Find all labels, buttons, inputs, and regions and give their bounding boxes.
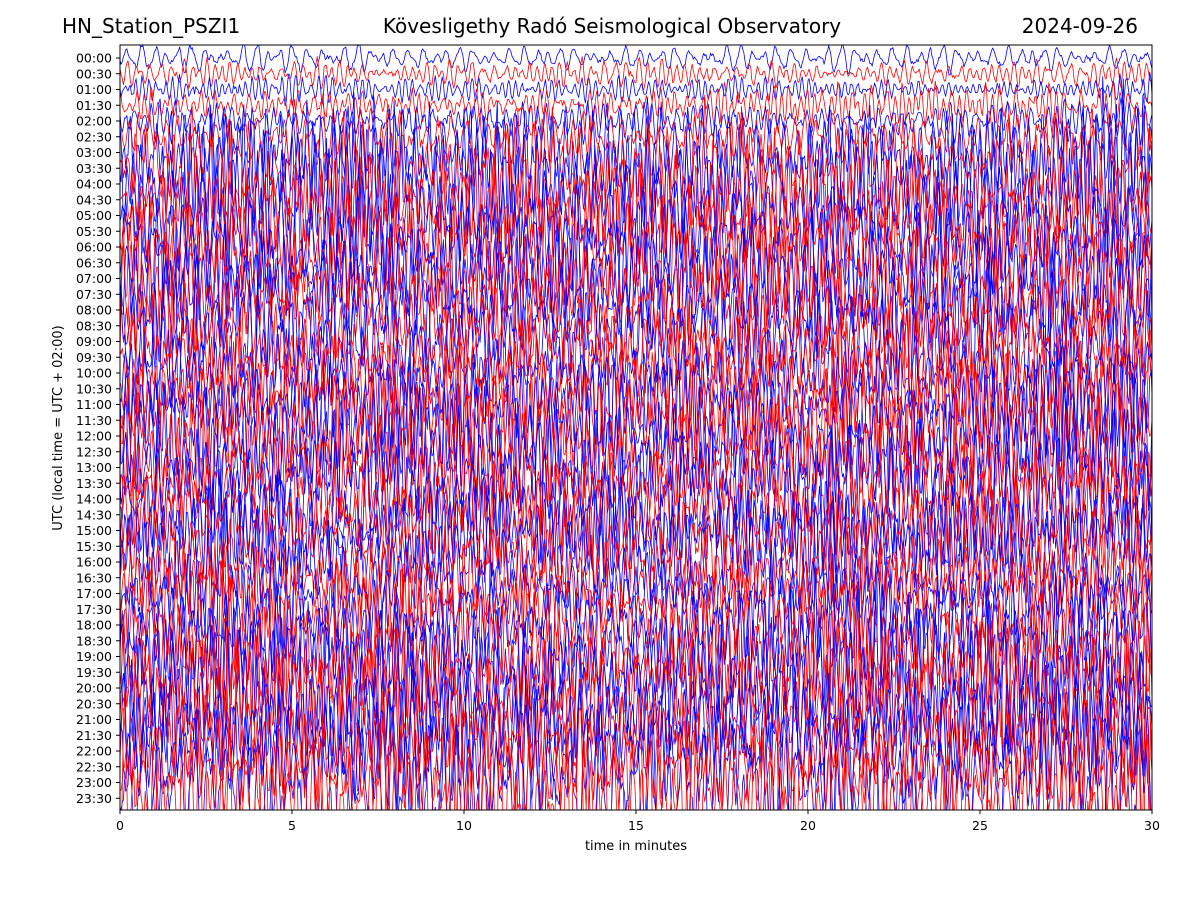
x-tick-label: 5 xyxy=(288,818,296,833)
seismic-trace xyxy=(120,76,1152,289)
y-tick-label: 07:00 xyxy=(76,271,112,286)
y-tick-label: 13:00 xyxy=(76,460,112,475)
y-tick-label: 06:00 xyxy=(76,240,112,255)
y-tick-label: 00:00 xyxy=(76,51,112,66)
seismic-trace xyxy=(120,229,1152,391)
x-tick-label: 10 xyxy=(456,818,472,833)
y-tick-label: 11:00 xyxy=(76,397,112,412)
y-tick-label: 18:30 xyxy=(76,633,112,648)
x-tick-label: 15 xyxy=(628,818,644,833)
y-tick-label: 02:30 xyxy=(76,129,112,144)
y-tick-label: 13:30 xyxy=(76,476,112,491)
y-tick-label: 10:00 xyxy=(76,366,112,381)
y-axis-ticks: 00:0000:3001:0001:3002:0002:3003:0003:30… xyxy=(76,51,120,806)
y-tick-label: 07:30 xyxy=(76,287,112,302)
y-tick-label: 23:30 xyxy=(76,791,112,806)
y-tick-label: 03:00 xyxy=(76,145,112,160)
seismic-trace xyxy=(120,470,1152,592)
y-tick-label: 09:00 xyxy=(76,334,112,349)
y-tick-label: 14:00 xyxy=(76,492,112,507)
seismic-trace xyxy=(120,324,1152,421)
seismic-trace xyxy=(121,690,1150,810)
seismic-trace xyxy=(120,423,1152,551)
seismic-trace xyxy=(120,56,1152,91)
x-tick-label: 0 xyxy=(116,818,124,833)
seismic-trace xyxy=(120,71,1152,107)
y-tick-label: 08:30 xyxy=(76,318,112,333)
seismic-trace xyxy=(120,604,1152,800)
y-tick-label: 03:30 xyxy=(76,161,112,176)
seismic-trace xyxy=(120,642,1152,804)
y-tick-label: 17:00 xyxy=(76,586,112,601)
x-tick-label: 30 xyxy=(1144,818,1160,833)
y-tick-label: 06:30 xyxy=(76,255,112,270)
y-tick-label: 19:00 xyxy=(76,649,112,664)
y-tick-label: 10:30 xyxy=(76,381,112,396)
y-tick-label: 20:00 xyxy=(76,681,112,696)
seismic-trace xyxy=(120,372,1152,556)
y-tick-label: 11:30 xyxy=(76,413,112,428)
seismic-trace xyxy=(120,418,1152,600)
y-tick-label: 00:30 xyxy=(76,66,112,81)
observatory-title: Kövesligethy Radó Seismological Observat… xyxy=(382,14,842,38)
y-tick-label: 17:30 xyxy=(76,602,112,617)
y-tick-label: 09:30 xyxy=(76,350,112,365)
y-tick-label: 02:00 xyxy=(76,114,112,129)
y-tick-label: 22:30 xyxy=(76,759,112,774)
y-tick-label: 01:30 xyxy=(76,98,112,113)
y-tick-label: 16:00 xyxy=(76,555,112,570)
y-tick-label: 05:00 xyxy=(76,208,112,223)
y-tick-label: 23:00 xyxy=(76,775,112,790)
seismic-trace xyxy=(120,650,1152,810)
y-tick-label: 15:00 xyxy=(76,523,112,538)
x-axis-ticks: 0 5 10 15 20 25 30 xyxy=(116,810,1160,833)
seismic-trace xyxy=(120,526,1152,663)
seismic-trace xyxy=(120,45,1152,76)
seismic-trace xyxy=(120,295,1152,427)
y-tick-label: 04:30 xyxy=(76,192,112,207)
seismic-trace xyxy=(120,665,1150,810)
y-tick-label: 01:00 xyxy=(76,82,112,97)
seismic-trace xyxy=(120,80,1152,134)
y-tick-label: 19:30 xyxy=(76,665,112,680)
y-tick-label: 15:30 xyxy=(76,539,112,554)
y-tick-label: 08:00 xyxy=(76,303,112,318)
y-tick-label: 21:00 xyxy=(76,712,112,727)
seismic-trace xyxy=(120,97,1152,148)
x-axis-label: time in minutes xyxy=(585,839,687,854)
y-axis-label: UTC (local time = UTC + 02:00) xyxy=(51,325,66,530)
y-tick-label: 21:30 xyxy=(76,728,112,743)
y-tick-label: 14:30 xyxy=(76,507,112,522)
y-tick-label: 12:30 xyxy=(76,444,112,459)
seismic-trace xyxy=(120,487,1152,619)
seismic-trace xyxy=(120,682,1151,810)
seismic-trace xyxy=(120,344,1152,462)
y-tick-label: 16:30 xyxy=(76,570,112,585)
seismic-trace xyxy=(120,198,1152,356)
y-tick-label: 05:30 xyxy=(76,224,112,239)
y-tick-label: 20:30 xyxy=(76,696,112,711)
station-name: HN_Station_PSZI1 xyxy=(62,14,241,38)
y-tick-label: 22:00 xyxy=(76,744,112,759)
x-tick-label: 20 xyxy=(800,818,816,833)
x-tick-label: 25 xyxy=(972,818,988,833)
y-tick-label: 12:00 xyxy=(76,429,112,444)
trace-group xyxy=(120,45,1152,810)
y-tick-label: 04:00 xyxy=(76,177,112,192)
seismic-trace xyxy=(120,211,1152,366)
date-label: 2024-09-26 xyxy=(1021,14,1138,38)
seismic-trace xyxy=(120,94,1152,237)
seismic-trace xyxy=(120,160,1152,331)
y-tick-label: 18:00 xyxy=(76,618,112,633)
